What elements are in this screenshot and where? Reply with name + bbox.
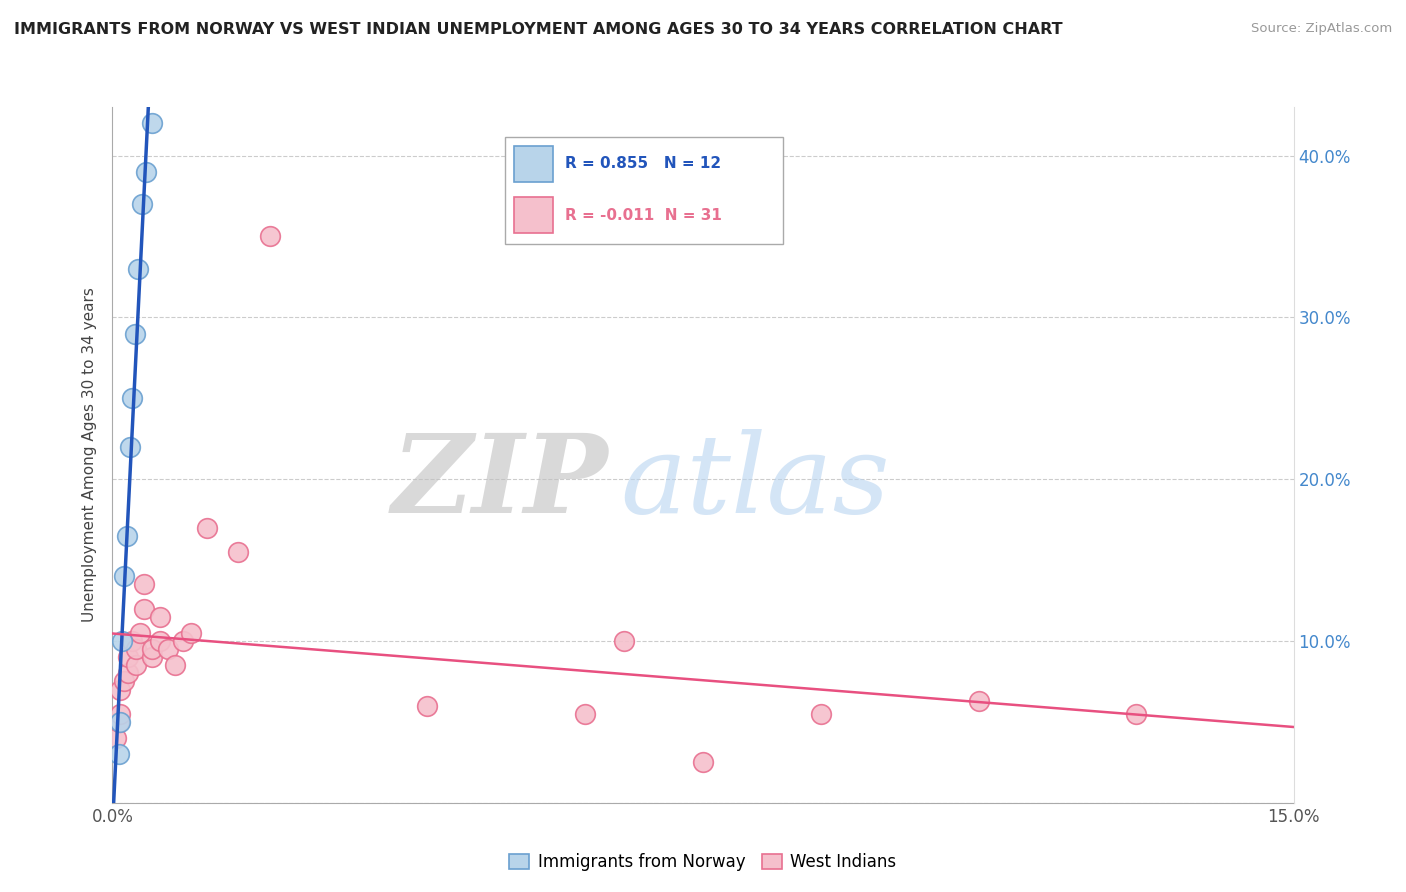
Point	[141, 116, 163, 130]
Point	[110, 706, 132, 721]
Point	[125, 658, 148, 673]
Point	[141, 650, 163, 665]
Point	[110, 714, 132, 729]
Point	[112, 569, 135, 583]
Point	[967, 694, 990, 708]
Point	[118, 440, 141, 454]
Point	[228, 545, 250, 559]
Point	[135, 165, 157, 179]
Point	[1125, 706, 1147, 721]
Point	[416, 698, 439, 713]
Point	[124, 326, 146, 341]
Text: Source: ZipAtlas.com: Source: ZipAtlas.com	[1251, 22, 1392, 36]
Point	[141, 642, 163, 657]
Point	[172, 634, 194, 648]
Point	[105, 731, 128, 745]
Point	[115, 529, 138, 543]
Point	[149, 609, 172, 624]
Point	[110, 682, 132, 697]
Text: ZIP: ZIP	[392, 429, 609, 536]
Point	[574, 706, 596, 721]
Point	[165, 658, 187, 673]
Point	[131, 197, 153, 211]
Point	[129, 626, 152, 640]
Y-axis label: Unemployment Among Ages 30 to 34 years: Unemployment Among Ages 30 to 34 years	[82, 287, 97, 623]
Legend: Immigrants from Norway, West Indians: Immigrants from Norway, West Indians	[503, 847, 903, 878]
Point	[107, 714, 129, 729]
Point	[613, 634, 636, 648]
Point	[117, 650, 139, 665]
Point	[195, 521, 218, 535]
Point	[259, 229, 281, 244]
Point	[692, 756, 714, 770]
Point	[107, 747, 129, 762]
Point	[132, 601, 155, 615]
Point	[180, 626, 202, 640]
Point	[112, 674, 135, 689]
Point	[156, 642, 179, 657]
Point	[810, 706, 832, 721]
Point	[117, 666, 139, 681]
Point	[121, 392, 143, 406]
Point	[127, 261, 149, 276]
Point	[121, 634, 143, 648]
Point	[125, 642, 148, 657]
Point	[149, 634, 172, 648]
Text: atlas: atlas	[620, 429, 890, 536]
Point	[111, 634, 134, 648]
Point	[132, 577, 155, 591]
Text: IMMIGRANTS FROM NORWAY VS WEST INDIAN UNEMPLOYMENT AMONG AGES 30 TO 34 YEARS COR: IMMIGRANTS FROM NORWAY VS WEST INDIAN UN…	[14, 22, 1063, 37]
